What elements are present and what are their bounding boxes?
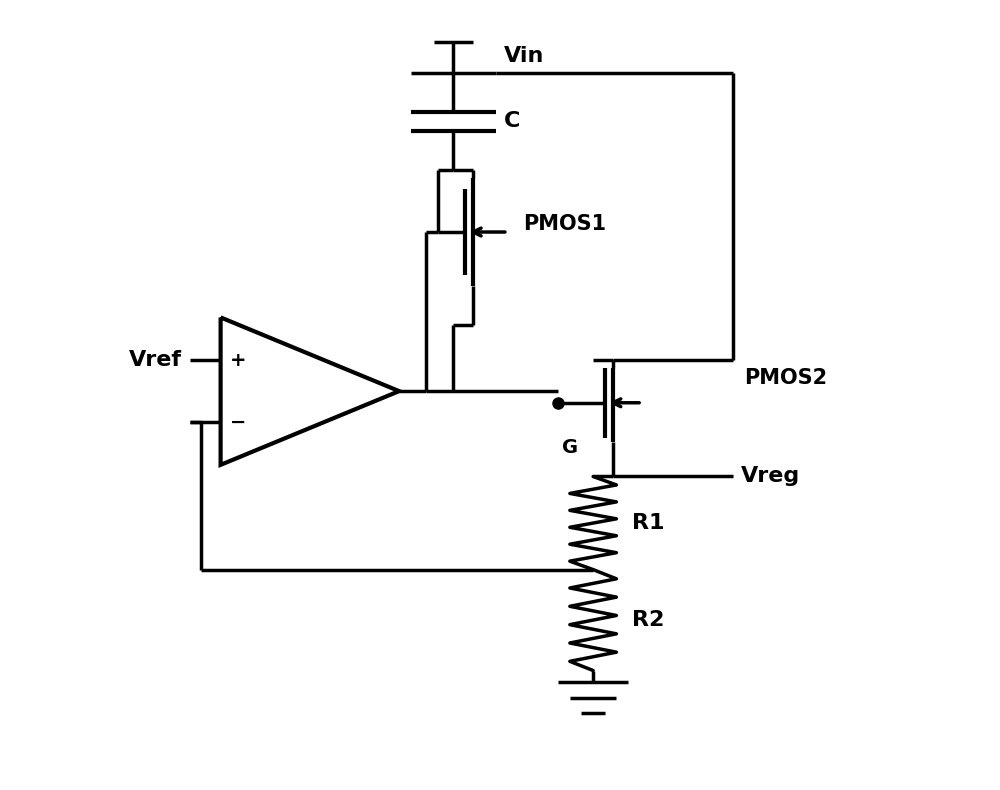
Text: R2: R2 bbox=[632, 610, 664, 630]
Text: Vin: Vin bbox=[504, 46, 544, 66]
Text: R1: R1 bbox=[632, 513, 664, 533]
Text: PMOS1: PMOS1 bbox=[523, 214, 606, 235]
Text: Vreg: Vreg bbox=[741, 466, 800, 487]
Text: −: − bbox=[230, 412, 246, 431]
Text: G: G bbox=[562, 438, 578, 457]
Text: C: C bbox=[504, 111, 520, 131]
Text: Vref: Vref bbox=[129, 350, 182, 370]
Text: +: + bbox=[230, 351, 246, 370]
Text: PMOS2: PMOS2 bbox=[744, 368, 828, 388]
